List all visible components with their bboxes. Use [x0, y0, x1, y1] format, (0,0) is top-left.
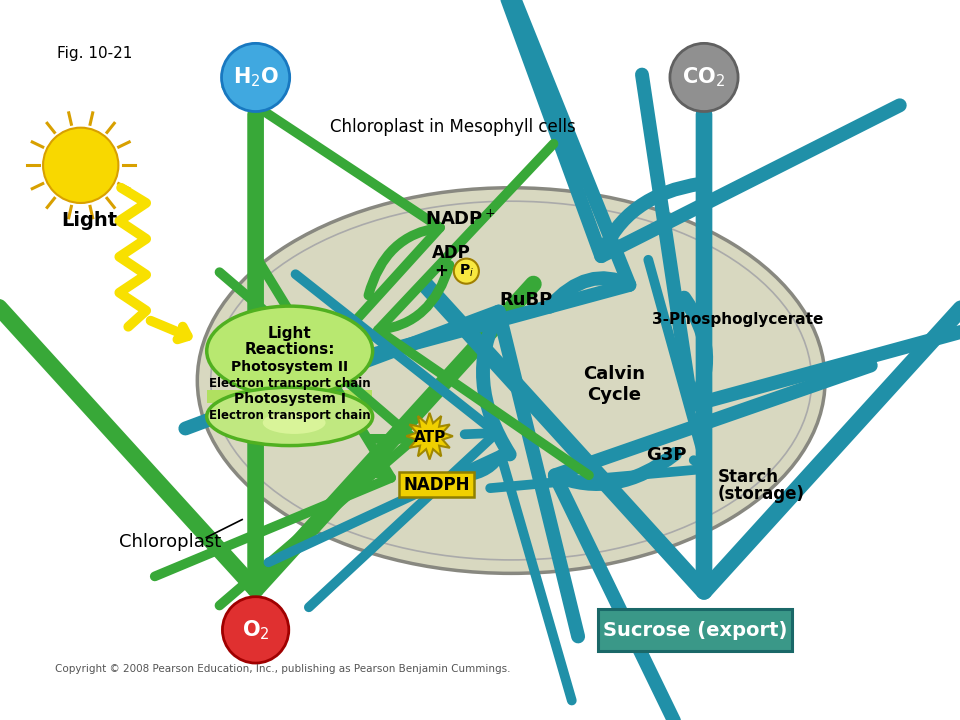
Ellipse shape — [206, 387, 372, 446]
Polygon shape — [406, 413, 453, 459]
Text: 3-Phosphoglycerate: 3-Phosphoglycerate — [653, 312, 824, 327]
Text: Sucrose (export): Sucrose (export) — [603, 621, 787, 640]
Text: Cycle: Cycle — [588, 386, 641, 404]
Text: Electron transport chain: Electron transport chain — [209, 409, 371, 422]
FancyBboxPatch shape — [598, 609, 792, 650]
Text: NADP$^+$: NADP$^+$ — [424, 210, 495, 229]
Circle shape — [43, 127, 118, 203]
Circle shape — [454, 258, 479, 284]
Ellipse shape — [206, 306, 372, 396]
Polygon shape — [207, 390, 372, 403]
Text: ADP: ADP — [432, 244, 470, 262]
Text: ATP: ATP — [414, 430, 445, 444]
Text: P$_i$: P$_i$ — [459, 263, 474, 279]
Text: Photosystem I: Photosystem I — [233, 392, 346, 406]
Text: G3P: G3P — [646, 446, 686, 464]
Ellipse shape — [263, 412, 325, 434]
Text: Light: Light — [268, 325, 312, 341]
Circle shape — [222, 43, 290, 112]
Text: Starch: Starch — [717, 469, 779, 487]
Text: Chloroplast: Chloroplast — [119, 533, 222, 551]
Text: Fig. 10-21: Fig. 10-21 — [57, 46, 132, 61]
Text: CO$_2$: CO$_2$ — [683, 66, 726, 89]
Text: NADPH: NADPH — [403, 477, 470, 495]
FancyBboxPatch shape — [399, 472, 474, 497]
Text: (storage): (storage) — [717, 485, 804, 503]
Text: +: + — [435, 262, 455, 280]
Text: Electron transport chain: Electron transport chain — [209, 377, 371, 390]
Text: H$_2$O: H$_2$O — [232, 66, 278, 89]
Text: Calvin: Calvin — [584, 365, 645, 383]
Text: O$_2$: O$_2$ — [242, 618, 270, 642]
Text: Light: Light — [61, 211, 118, 230]
Text: Copyright © 2008 Pearson Education, Inc., publishing as Pearson Benjamin Cumming: Copyright © 2008 Pearson Education, Inc.… — [55, 665, 511, 675]
Text: Photosystem II: Photosystem II — [231, 360, 348, 374]
Ellipse shape — [198, 188, 825, 573]
Text: Reactions:: Reactions: — [245, 342, 335, 356]
Circle shape — [223, 597, 289, 663]
Text: RuBP: RuBP — [500, 291, 553, 309]
Circle shape — [670, 43, 738, 112]
Text: Chloroplast in Mesophyll cells: Chloroplast in Mesophyll cells — [330, 118, 576, 136]
